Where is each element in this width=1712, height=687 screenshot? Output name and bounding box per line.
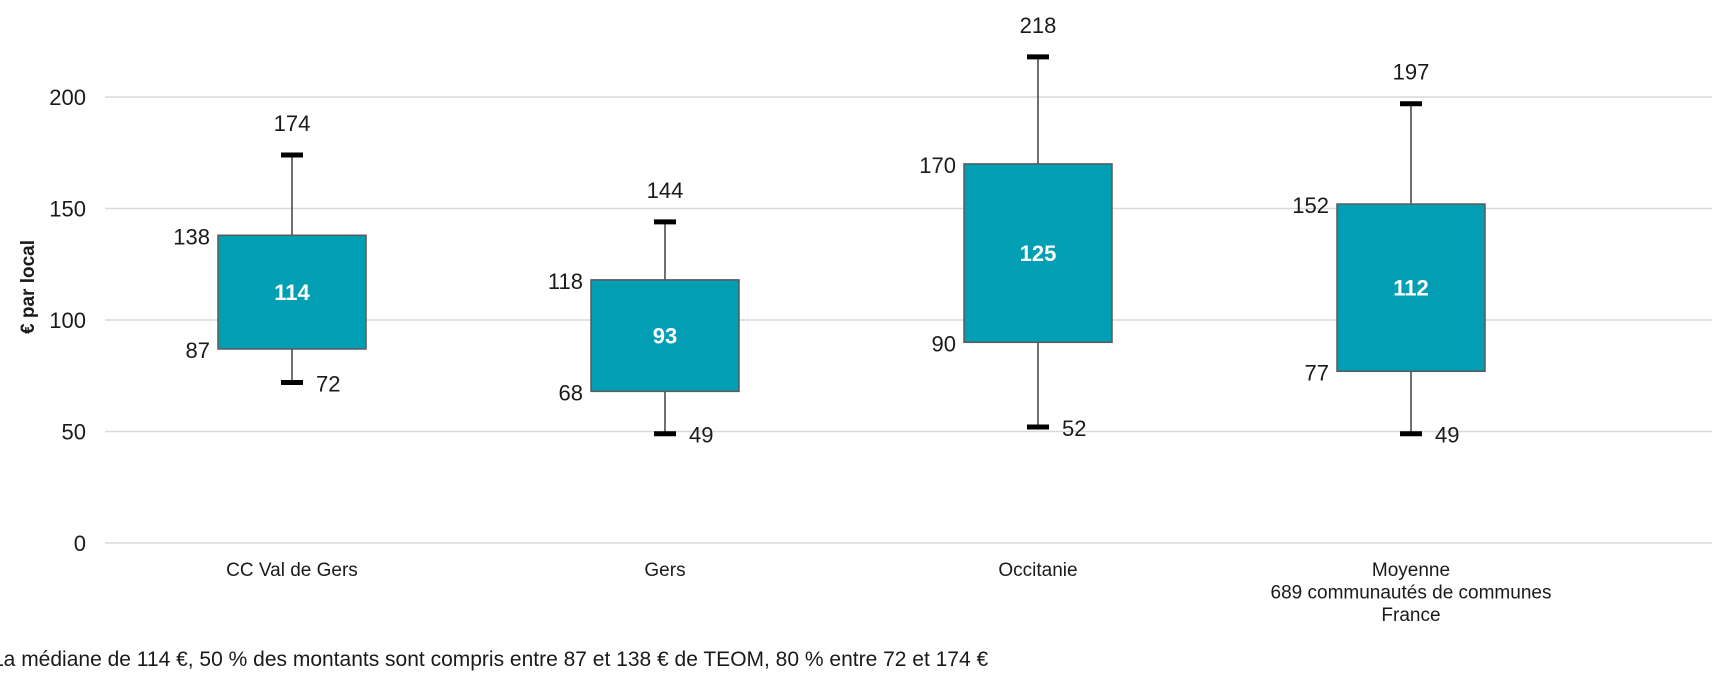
x-axis-categories: CC Val de Gers Gers Occitanie Moyenne 689 co… [226,560,1551,626]
median-label: 114 [274,280,310,305]
category-label: Moyenne 689 communautés de communes France [1271,560,1552,626]
y-axis-ticks: 0 50 100 150 200 [49,85,86,556]
category-label: Gers [644,560,685,581]
q3-label: 138 [173,224,210,249]
q3-label: 170 [919,153,956,178]
max-label: 218 [1020,13,1057,38]
max-label: 144 [647,178,684,203]
iqr-box [590,279,740,393]
median-label: 93 [653,324,677,349]
min-label: 52 [1062,416,1086,441]
box-group: 144 118 68 49 93 [548,178,740,448]
q3-label: 118 [548,269,583,294]
y-tick-label: 50 [62,420,86,445]
q1-label: 68 [559,380,583,405]
category-label-line: 689 communautés de communes [1271,583,1552,604]
category-label: Occitanie [998,560,1077,581]
min-label: 49 [689,423,713,448]
iqr-box [217,234,367,350]
min-label: 72 [316,371,340,396]
median-label: 112 [1393,276,1429,301]
category-label-line: Gers [644,560,685,581]
box-group: 218 170 90 52 125 [919,13,1113,441]
iqr-box [1336,203,1486,373]
q1-label: 87 [186,338,210,363]
category-label-line: Occitanie [998,560,1077,581]
q1-label: 90 [932,331,956,356]
category-label-line: France [1381,605,1440,626]
category-label-line: Moyenne [1372,560,1450,581]
y-tick-label: 200 [49,85,86,110]
iqr-box [963,163,1113,344]
y-tick-label: 100 [49,308,86,333]
category-label: CC Val de Gers [226,560,358,581]
footnote: La médiane de 114 €, 50 % des montants s… [0,648,988,671]
y-tick-label: 0 [74,531,86,556]
y-tick-label: 150 [49,197,86,222]
category-label-line: CC Val de Gers [226,560,358,581]
box-group: 174 138 87 72 114 [173,111,367,396]
max-label: 174 [274,111,311,136]
q3-label: 152 [1292,193,1329,218]
boxes: 174 138 87 72 114 144 118 68 49 93 218 170 90 52 125 19… [173,13,1486,448]
y-axis-label: € par local [18,240,39,334]
min-label: 49 [1435,423,1459,448]
q1-label: 77 [1305,360,1329,385]
max-label: 197 [1393,60,1430,85]
box-group: 197 152 77 49 112 [1292,60,1486,448]
median-label: 125 [1020,241,1057,266]
